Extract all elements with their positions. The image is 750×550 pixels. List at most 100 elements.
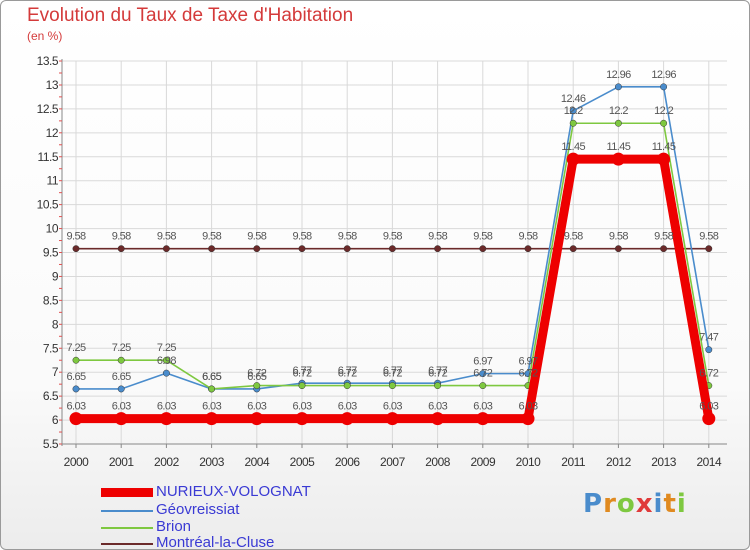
data-point-montreal-la-cluse xyxy=(614,245,622,253)
x-tick-label: 2009 xyxy=(470,455,496,469)
data-point-montreal-la-cluse xyxy=(479,245,487,253)
data-label-geovreissiat: 6.65 xyxy=(202,371,221,383)
data-point-montreal-la-cluse xyxy=(434,245,442,253)
data-point-nurieux-volognat xyxy=(657,152,671,166)
data-label-geovreissiat: 6.65 xyxy=(66,371,85,383)
data-label-nurieux-volognat: 6.03 xyxy=(247,401,266,413)
data-label-geovreissiat: 6.77 xyxy=(383,365,402,377)
data-point-nurieux-volognat xyxy=(159,412,173,426)
data-label-montreal-la-cluse: 9.58 xyxy=(247,231,266,243)
data-label-geovreissiat: 6.77 xyxy=(292,365,311,377)
data-point-brion xyxy=(208,385,216,393)
data-point-nurieux-volognat xyxy=(205,412,219,426)
data-point-montreal-la-cluse xyxy=(660,245,668,253)
data-point-nurieux-volognat xyxy=(611,152,625,166)
data-label-nurieux-volognat: 11.45 xyxy=(561,141,585,153)
data-point-montreal-la-cluse xyxy=(162,245,170,253)
data-label-montreal-la-cluse: 9.58 xyxy=(112,231,131,243)
y-tick-label: 8 xyxy=(52,317,59,331)
data-point-nurieux-volognat xyxy=(566,152,580,166)
y-tick-label: 12.5 xyxy=(37,102,59,116)
data-label-nurieux-volognat: 6.03 xyxy=(518,401,537,413)
data-label-brion: 6.72 xyxy=(699,368,718,380)
data-point-nurieux-volognat xyxy=(295,412,309,426)
data-label-nurieux-volognat: 6.03 xyxy=(66,401,85,413)
y-tick-label: 12 xyxy=(46,126,59,140)
data-label-brion: 6.72 xyxy=(428,368,447,380)
legend-label: Brion xyxy=(156,518,192,535)
data-point-brion xyxy=(117,356,125,364)
data-point-montreal-la-cluse xyxy=(343,245,351,253)
data-point-nurieux-volognat xyxy=(250,412,264,426)
data-label-nurieux-volognat: 6.03 xyxy=(202,401,221,413)
data-label-montreal-la-cluse: 9.58 xyxy=(609,231,628,243)
data-point-nurieux-volognat xyxy=(69,412,83,426)
data-point-geovreissiat xyxy=(705,346,713,354)
data-label-brion: 6.72 xyxy=(518,368,537,380)
logo-letter: i xyxy=(676,489,687,519)
legend-swatch xyxy=(101,510,153,512)
data-label-montreal-la-cluse: 9.58 xyxy=(699,231,718,243)
y-tick-label: 6.5 xyxy=(43,389,59,403)
data-label-nurieux-volognat: 6.03 xyxy=(473,401,492,413)
data-label-nurieux-volognat: 6.03 xyxy=(699,401,718,413)
data-label-nurieux-volognat: 11.45 xyxy=(652,141,676,153)
data-point-montreal-la-cluse xyxy=(72,245,80,253)
data-point-geovreissiat xyxy=(660,83,668,91)
x-tick-label: 2007 xyxy=(380,455,406,469)
data-label-montreal-la-cluse: 9.58 xyxy=(428,231,447,243)
data-label-montreal-la-cluse: 9.58 xyxy=(338,231,357,243)
y-tick-label: 6 xyxy=(52,413,59,427)
data-label-brion: 12.2 xyxy=(609,105,628,117)
data-label-nurieux-volognat: 6.03 xyxy=(112,401,131,413)
x-tick-label: 2001 xyxy=(109,455,135,469)
data-label-montreal-la-cluse: 9.58 xyxy=(564,231,583,243)
x-tick-label: 2013 xyxy=(651,455,677,469)
data-label-geovreissiat: 12.96 xyxy=(606,69,631,81)
data-point-montreal-la-cluse xyxy=(298,245,306,253)
data-point-geovreissiat xyxy=(117,385,125,393)
data-point-brion xyxy=(479,382,487,390)
y-tick-label: 11 xyxy=(47,174,59,188)
data-label-nurieux-volognat: 6.03 xyxy=(383,401,402,413)
legend-label: NURIEUX-VOLOGNAT xyxy=(156,483,311,500)
data-point-brion xyxy=(388,382,396,390)
data-label-geovreissiat: 6.98 xyxy=(157,355,176,367)
data-label-geovreissiat: 7.47 xyxy=(699,332,718,344)
legend-label: Montréal-la-Cluse xyxy=(156,534,275,550)
data-label-nurieux-volognat: 6.03 xyxy=(428,401,447,413)
legend-swatch xyxy=(101,543,153,545)
data-label-montreal-la-cluse: 9.58 xyxy=(202,231,221,243)
y-tick-label: 11.5 xyxy=(38,150,59,164)
data-point-brion xyxy=(253,382,261,390)
logo-letter: i xyxy=(653,489,664,519)
logo-letter: o xyxy=(616,489,636,519)
x-tick-label: 2011 xyxy=(561,455,586,469)
data-point-nurieux-volognat xyxy=(340,412,354,426)
x-tick-label: 2003 xyxy=(199,455,225,469)
data-label-geovreissiat: 6.65 xyxy=(112,371,131,383)
data-point-nurieux-volognat xyxy=(476,412,490,426)
x-tick-label: 2002 xyxy=(154,455,180,469)
data-point-montreal-la-cluse xyxy=(705,245,713,253)
data-label-geovreissiat: 6.77 xyxy=(428,365,447,377)
data-point-geovreissiat xyxy=(72,385,80,393)
data-point-brion xyxy=(569,119,577,127)
data-label-montreal-la-cluse: 9.58 xyxy=(157,231,176,243)
data-point-montreal-la-cluse xyxy=(524,245,532,253)
data-label-montreal-la-cluse: 9.58 xyxy=(66,231,85,243)
data-point-geovreissiat xyxy=(569,107,577,115)
y-tick-label: 7.5 xyxy=(43,341,59,355)
legend-item-montreal-la-cluse: Montréal-la-Cluse xyxy=(101,534,361,550)
data-point-nurieux-volognat xyxy=(521,412,535,426)
x-tick-label: 2005 xyxy=(290,455,316,469)
x-tick-label: 2014 xyxy=(696,455,722,469)
data-point-nurieux-volognat xyxy=(702,412,716,426)
data-label-montreal-la-cluse: 9.58 xyxy=(518,231,537,243)
legend-label: Géovreissiat xyxy=(156,501,240,518)
y-tick-label: 5.5 xyxy=(43,437,59,451)
data-label-brion: 6.72 xyxy=(383,368,402,380)
grid xyxy=(62,60,727,445)
data-labels: 9.58 9.58 9.58 9.58 9.58 9.58 9.58 9.58 9.58 9.58… xyxy=(66,69,719,413)
